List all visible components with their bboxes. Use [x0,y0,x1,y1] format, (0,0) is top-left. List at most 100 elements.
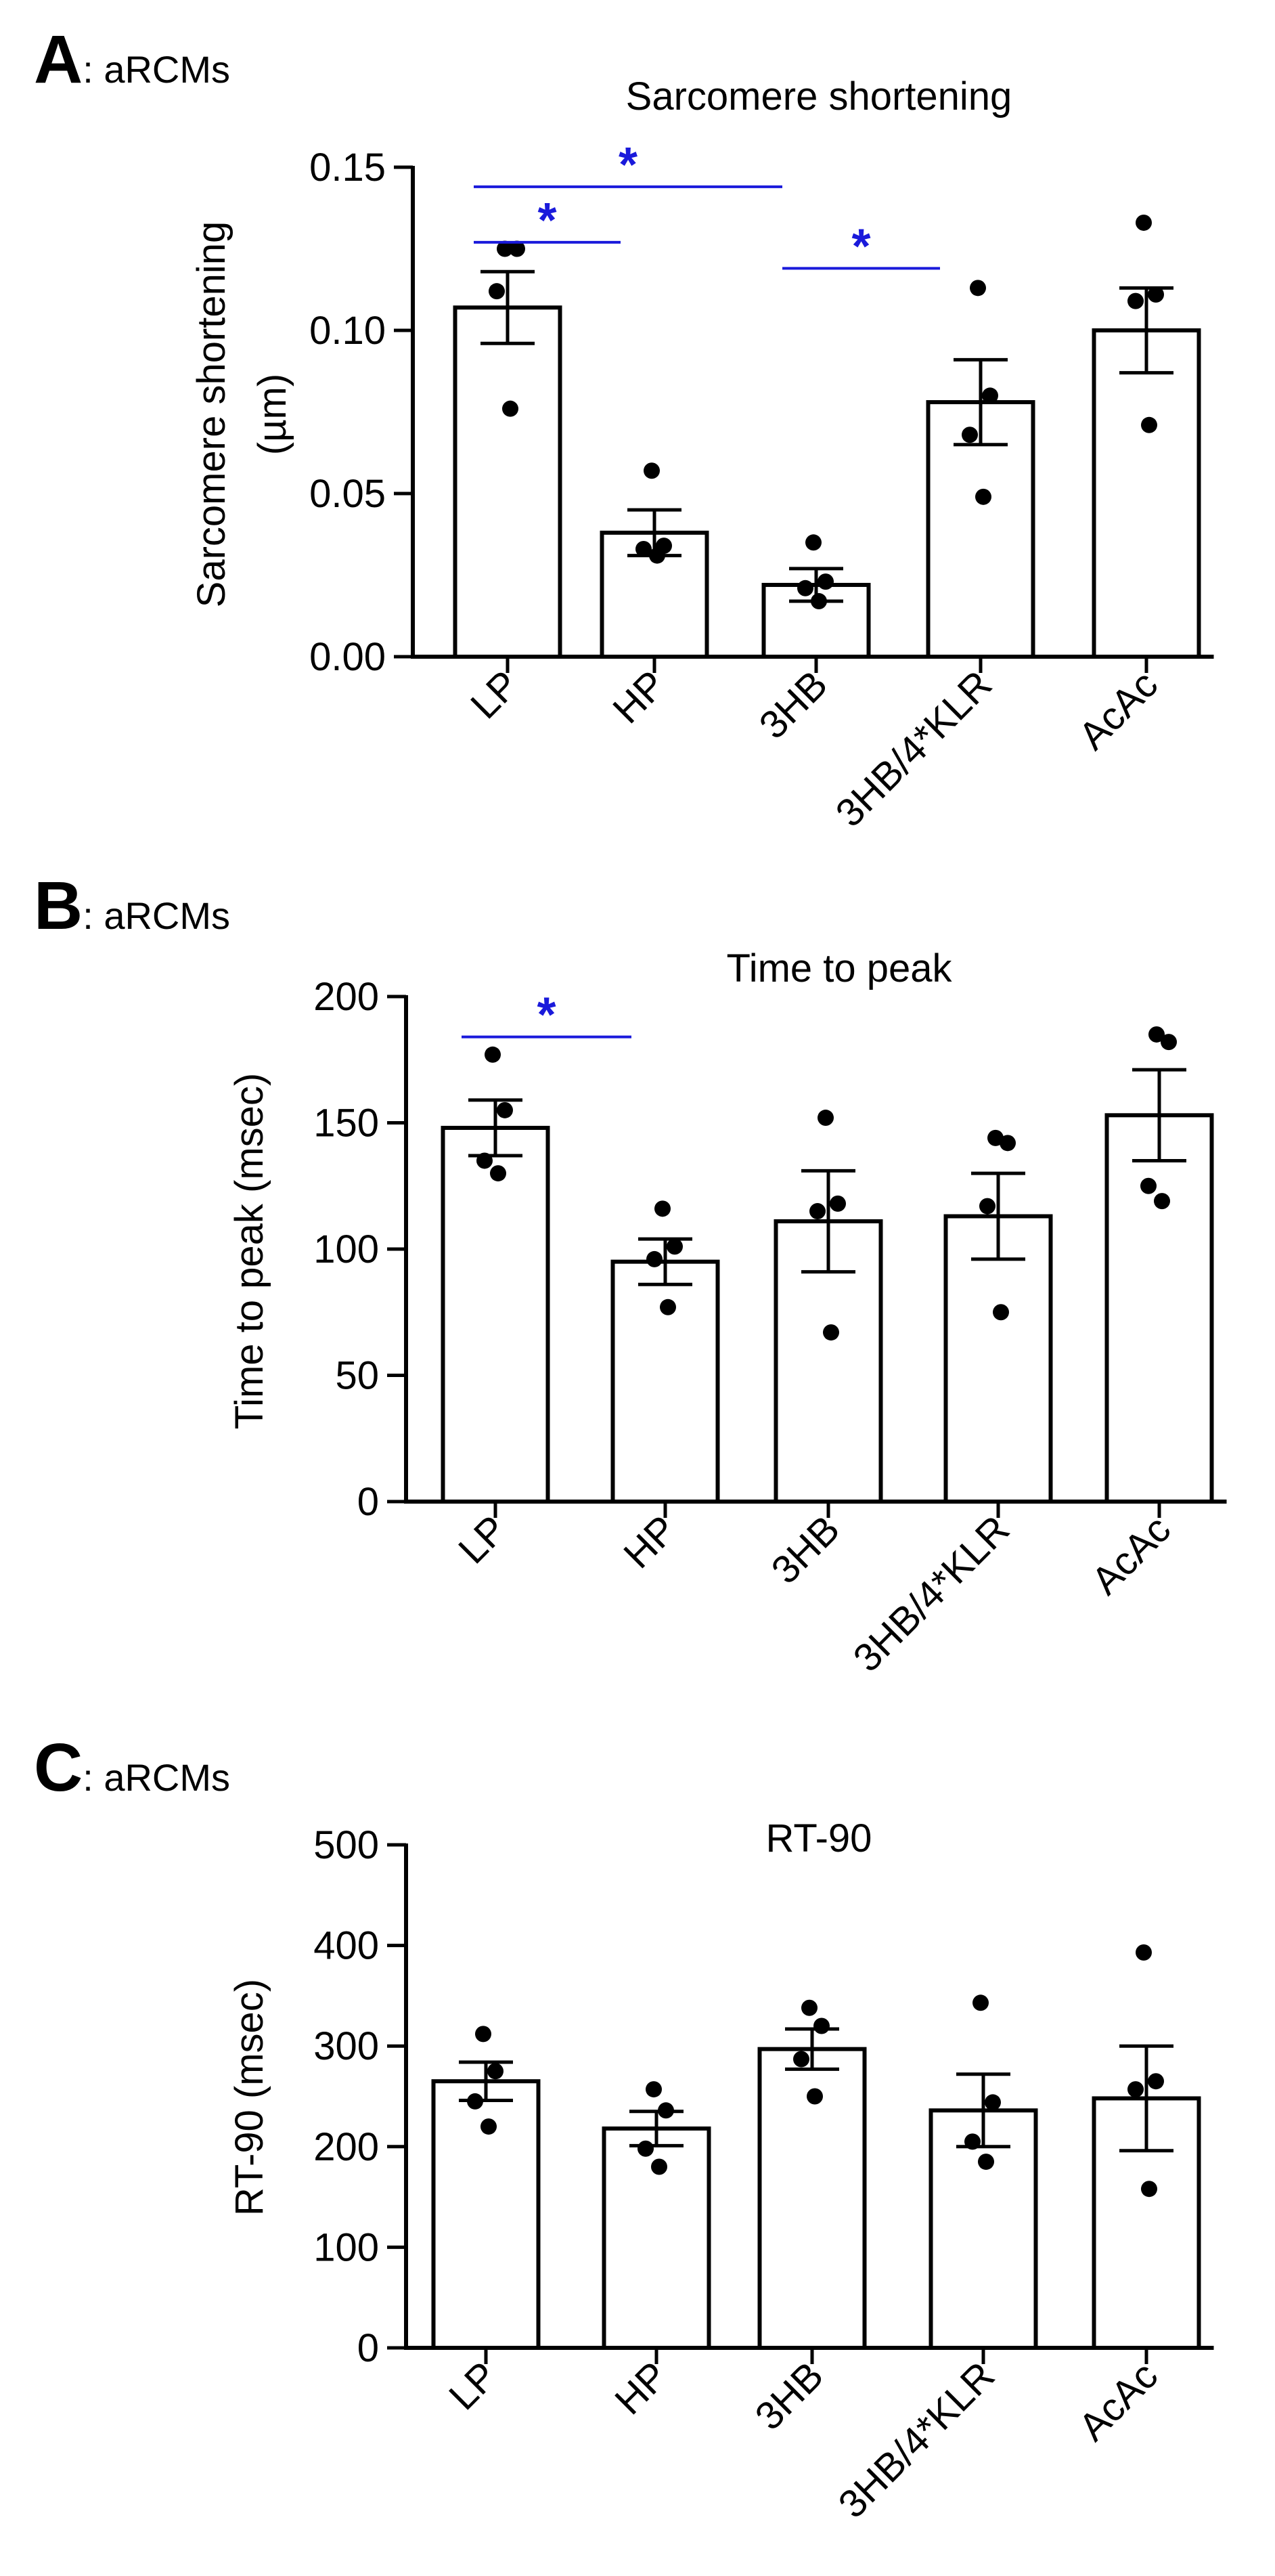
data-point [964,2133,981,2150]
x-tick-label: AcAc [1071,2353,1167,2449]
panel-label: B: aRCMs [34,868,230,944]
data-point [979,1198,996,1215]
x-tick-label: AcAc [1071,662,1167,758]
bar [1104,1113,1214,1504]
data-point [978,2154,994,2170]
panel-suffix: : aRCMs [83,894,230,937]
data-point [646,1250,663,1267]
data-point [830,1195,846,1212]
data-point [651,2158,667,2175]
panel-letter: B [34,868,83,944]
data-point [489,283,505,300]
data-point [487,2063,504,2080]
data-point [987,1129,1004,1146]
data-point [485,1046,501,1063]
data-point [818,573,834,590]
data-point [1161,1034,1177,1051]
data-point [1141,2181,1157,2198]
data-point [1000,1135,1016,1152]
bar [1092,328,1201,659]
x-tick-label: HP [606,2353,676,2423]
data-point [1141,416,1157,433]
y-tick-label: 300 [313,2024,379,2068]
data-point [818,1110,834,1127]
y-axis-label: Time to peak (msec) [227,1073,271,1429]
data-point [985,2094,1001,2111]
data-point [502,400,518,417]
data-point [811,593,827,610]
data-point [644,462,660,479]
x-tick-label: LP [441,2353,506,2418]
data-point [805,534,822,551]
data-point [1127,292,1144,309]
y-tick-label: 0 [357,1480,379,1524]
y-axis-label: (µm) [250,374,294,455]
x-tick-label: LP [450,1507,515,1572]
y-tick-label: 100 [313,2225,379,2269]
data-point [975,488,991,505]
data-point [1148,1026,1165,1043]
bar [453,305,562,659]
data-point [1127,2081,1144,2098]
data-point [809,1203,826,1220]
data-point [1148,2073,1164,2090]
data-point [635,540,652,557]
data-point [509,240,525,257]
bar [610,1259,720,1504]
y-tick-label: 200 [313,975,379,1019]
x-tick-label: 3HB [746,2353,832,2439]
x-tick-label: HP [604,662,674,732]
bar [441,1125,550,1504]
y-tick-label: 500 [313,1823,379,1867]
significance-star: * [537,194,556,248]
panel-b: B: aRCMs Time to peak Time to peak (msec) 0… [34,868,1227,1680]
data-point [646,2081,662,2098]
data-point [813,2017,830,2034]
data-point [823,1324,839,1341]
bar [929,2108,1038,2350]
y-tick-label: 100 [313,1227,379,1271]
panel-letter: A [34,22,83,97]
data-point [476,1152,493,1169]
y-tick-label: 200 [313,2125,379,2169]
panel-a: A: aRCMs Sarcomere shortening Sarcomere sh… [34,22,1214,835]
data-point [497,240,513,257]
data-point [638,2140,654,2157]
y-tick-label: 50 [335,1354,379,1398]
data-point [982,387,998,404]
panel-suffix: : aRCMs [83,1756,230,1799]
data-point [475,2026,491,2043]
panel-letter: C [34,1730,83,1806]
data-point [993,1304,1009,1321]
x-tick-label: 3HB/4*KLR [827,662,1000,835]
panel-c: C: aRCMs RT-90 RT-90 (msec) 0 100 200 300 400 50… [34,1730,1214,2527]
chart-title: Time to peak [726,946,952,990]
y-tick-label: 0.15 [309,146,386,190]
data-point [1140,1177,1157,1194]
x-tick-label: LP [462,662,527,727]
data-point [972,1994,989,2011]
y-tick-label: 0.10 [309,309,386,353]
data-point [480,2118,497,2135]
significance-star: * [537,988,556,1043]
data-point [490,1165,506,1182]
y-tick-label: 0 [357,2326,379,2370]
panel-suffix: : aRCMs [83,48,230,91]
bar [943,1214,1053,1504]
significance-star: * [851,219,870,274]
x-tick-label: 3HB [751,662,836,747]
data-point [1154,1193,1170,1210]
data-point [654,1200,671,1217]
y-axis-label: Sarcomere shortening [189,221,233,608]
data-point [660,1298,676,1315]
x-tick-label: HP [615,1507,685,1577]
data-point [962,427,978,443]
chart-title: Sarcomere shortening [626,74,1012,118]
data-point [667,1238,683,1255]
data-point [970,280,986,297]
y-axis-label: RT-90 (msec) [227,1979,271,2216]
data-point [793,2051,809,2068]
x-tick-label: 3HB [763,1507,848,1592]
x-tick-label: 3HB/4*KLR [845,1507,1018,1680]
